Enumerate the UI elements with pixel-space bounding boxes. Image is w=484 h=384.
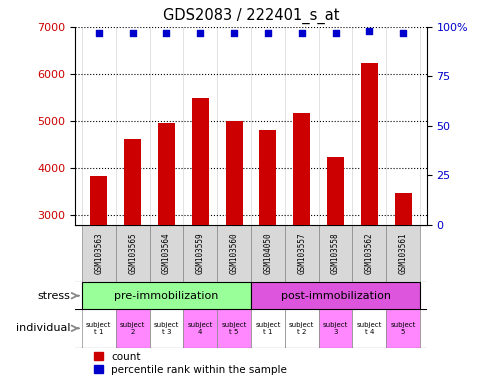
Bar [284,309,318,348]
Text: GSM103564: GSM103564 [162,233,170,274]
Bar [82,225,116,282]
Point [162,30,170,36]
Text: GSM104050: GSM104050 [263,233,272,274]
Text: subject
t 2: subject t 2 [288,322,314,335]
Text: GSM103558: GSM103558 [331,233,339,274]
Text: individual: individual [16,323,70,333]
Bar [149,225,183,282]
Point [297,30,305,36]
Bar [251,309,284,348]
Point [196,30,204,36]
Bar [251,225,284,282]
Text: subject
5: subject 5 [390,322,415,335]
Bar [385,309,419,348]
Text: GSM103560: GSM103560 [229,233,238,274]
Bar [385,225,419,282]
Text: post-immobilization: post-immobilization [280,291,390,301]
Bar [124,139,141,225]
Bar [326,157,343,225]
Text: GSM103562: GSM103562 [364,233,373,274]
Bar [217,309,251,348]
Bar [116,225,149,282]
Bar [293,113,309,225]
Text: GSM103565: GSM103565 [128,233,137,274]
Bar [259,131,276,225]
Bar [318,309,352,348]
Bar [183,225,217,282]
Bar [318,225,352,282]
Legend: count, percentile rank within the sample: count, percentile rank within the sample [90,348,290,379]
Point [95,30,103,36]
Bar [352,309,385,348]
Point [230,30,238,36]
Text: pre-immobilization: pre-immobilization [114,291,218,301]
Point [364,28,372,34]
Text: GSM103561: GSM103561 [398,233,407,274]
Text: subject
4: subject 4 [187,322,212,335]
Bar [352,225,385,282]
Point [263,30,271,36]
Text: subject
t 3: subject t 3 [153,322,179,335]
Text: stress: stress [37,291,70,301]
Bar [82,282,251,309]
Bar [82,309,116,348]
Bar [251,282,419,309]
Bar [183,309,217,348]
Bar [225,121,242,225]
Point [331,30,339,36]
Bar [158,123,175,225]
Bar [90,176,107,225]
Text: subject
t 5: subject t 5 [221,322,246,335]
Text: GSM103559: GSM103559 [196,233,204,274]
Text: subject
t 1: subject t 1 [86,322,111,335]
Text: subject
2: subject 2 [120,322,145,335]
Text: GSM103563: GSM103563 [94,233,103,274]
Bar [116,309,149,348]
Text: subject
t 1: subject t 1 [255,322,280,335]
Text: subject
t 4: subject t 4 [356,322,381,335]
Title: GDS2083 / 222401_s_at: GDS2083 / 222401_s_at [163,8,338,24]
Bar [394,193,411,225]
Text: subject
3: subject 3 [322,322,348,335]
Bar [284,225,318,282]
Bar [360,63,377,225]
Bar [192,98,208,225]
Bar [217,225,251,282]
Bar [149,309,183,348]
Text: GSM103557: GSM103557 [297,233,305,274]
Point [129,30,136,36]
Point [398,30,406,36]
